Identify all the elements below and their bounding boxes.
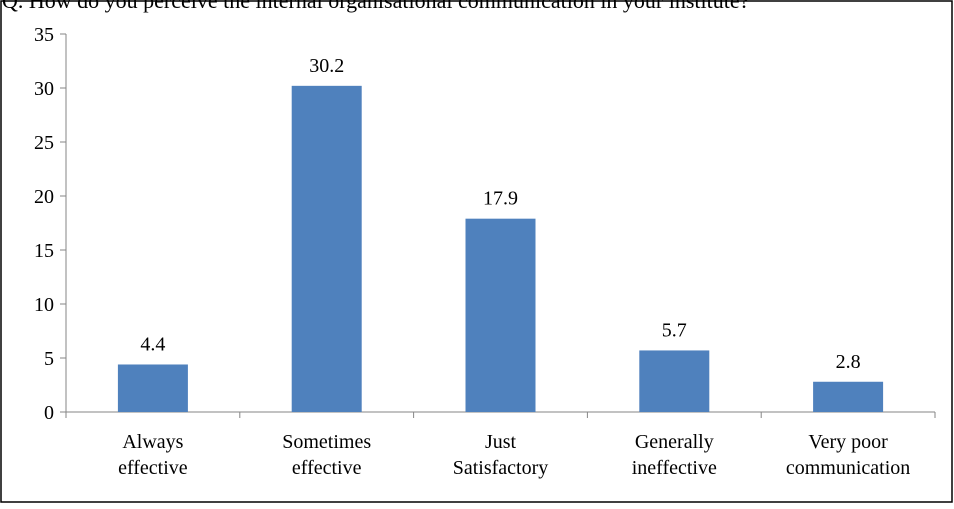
y-tick-label: 20 bbox=[34, 186, 54, 208]
category-label: effective bbox=[118, 457, 188, 479]
data-label: 2.8 bbox=[836, 351, 861, 373]
data-labels: 4.4 30.2 17.9 5.7 2.8 bbox=[140, 55, 860, 373]
chart-header-text: Q. How do you perceive the internal orga… bbox=[2, 0, 750, 13]
data-label: 30.2 bbox=[309, 55, 344, 77]
category-label: Always bbox=[122, 431, 183, 453]
bar bbox=[639, 350, 710, 412]
bar bbox=[813, 381, 884, 412]
category-label: Generally bbox=[635, 431, 714, 453]
data-label: 17.9 bbox=[483, 188, 518, 210]
y-tick-label: 5 bbox=[44, 348, 54, 370]
y-tick-label: 15 bbox=[34, 240, 54, 262]
y-tick-label: 10 bbox=[34, 294, 54, 316]
category-labels: Always effective Sometimes effective Just Sat… bbox=[118, 431, 910, 479]
y-tick-label: 25 bbox=[34, 132, 54, 154]
data-label: 4.4 bbox=[140, 333, 165, 355]
y-tick-label: 0 bbox=[44, 402, 54, 424]
category-label: ineffective bbox=[632, 457, 717, 479]
x-axis bbox=[65, 411, 936, 418]
bar bbox=[117, 364, 188, 412]
bar bbox=[291, 85, 362, 412]
category-label: effective bbox=[292, 457, 362, 479]
y-tick-label: 35 bbox=[34, 24, 54, 46]
category-label: Just bbox=[485, 431, 517, 453]
category-label: Very poor bbox=[808, 431, 888, 453]
category-label: Satisfactory bbox=[453, 457, 549, 479]
bar bbox=[465, 218, 536, 412]
category-label: Sometimes bbox=[282, 431, 371, 453]
y-axis: 0 5 10 15 20 25 30 35 bbox=[34, 24, 67, 424]
data-label: 5.7 bbox=[662, 319, 687, 341]
category-label: communication bbox=[786, 457, 910, 479]
bars bbox=[117, 85, 884, 412]
y-tick-label: 30 bbox=[34, 78, 54, 100]
